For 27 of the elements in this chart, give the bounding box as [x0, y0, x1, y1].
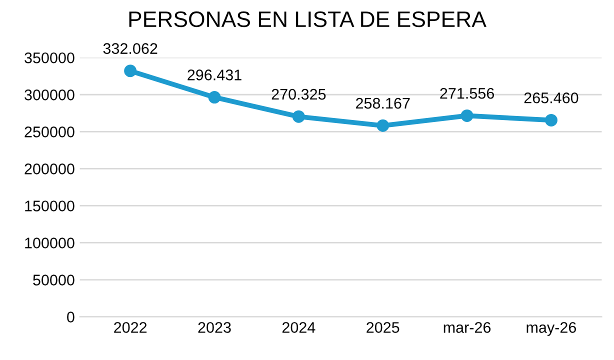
chart-title: PERSONAS EN LISTA DE ESPERA	[129, 11, 486, 28]
y-tick-label: 0	[67, 312, 74, 322]
point	[208, 91, 221, 104]
y-tick-label: 100000	[25, 238, 74, 248]
y-tick-label: 200000	[24, 164, 74, 174]
data-label: 332.062	[103, 43, 158, 54]
y-tick-label: 300000	[24, 89, 74, 100]
x-tick-label: 2025	[366, 322, 400, 333]
data-label: 265.460	[524, 92, 578, 104]
x-tick-label: may-26	[526, 322, 576, 336]
x-tick-label: 2022	[114, 322, 147, 333]
data-label: 271.556	[440, 88, 494, 99]
y-tick-label: 50000	[33, 274, 74, 286]
y-tick-label: 150000	[25, 200, 74, 212]
y-tick-label: 350000	[24, 52, 74, 64]
x-tick-label: 2024	[282, 322, 316, 333]
data-label: 270.325	[272, 88, 326, 100]
point	[124, 64, 137, 78]
y-tick-label: 250000	[24, 126, 74, 138]
x-tick-label: mar-26	[444, 322, 491, 333]
point	[376, 119, 390, 132]
point	[460, 109, 474, 122]
x-tick-label: 2023	[198, 322, 231, 333]
data-label: 258.167	[356, 98, 410, 109]
data-label: 296.431	[188, 70, 242, 80]
point	[292, 110, 305, 123]
point	[544, 114, 558, 126]
